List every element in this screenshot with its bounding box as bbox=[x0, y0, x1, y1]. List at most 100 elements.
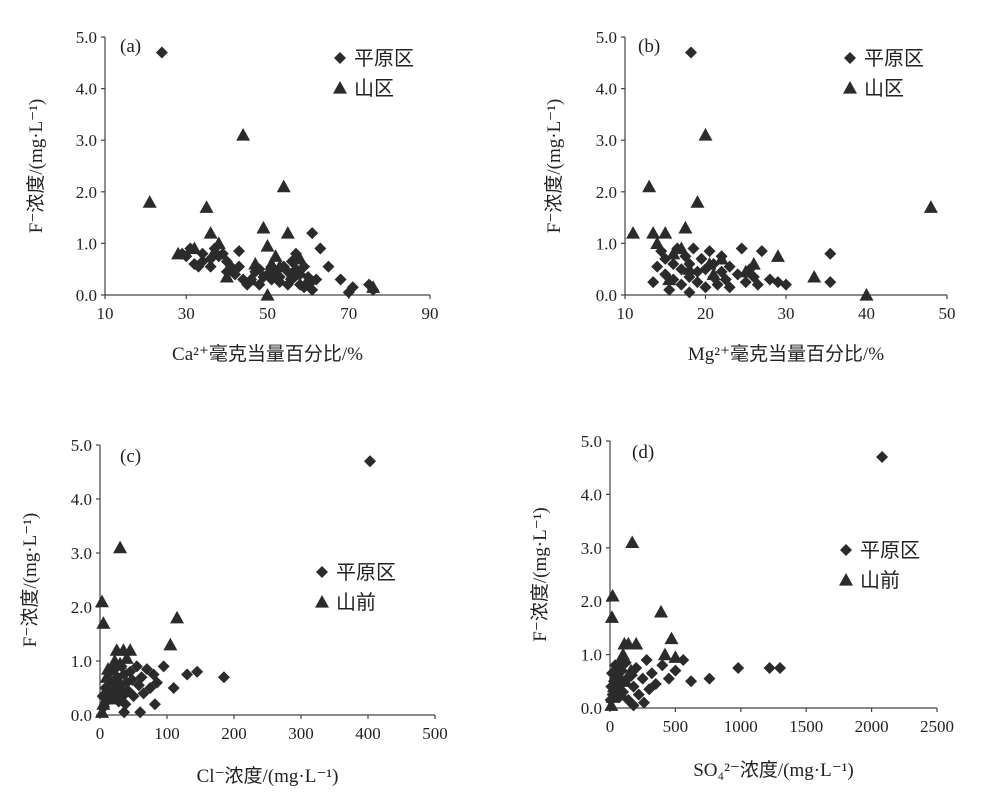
data-point-triangle bbox=[923, 200, 938, 213]
x-tick-label: 300 bbox=[288, 724, 314, 743]
data-point-triangle bbox=[223, 262, 238, 275]
data-point-triangle bbox=[171, 246, 186, 260]
data-point-triangle bbox=[606, 679, 621, 693]
data-point-triangle bbox=[664, 631, 679, 645]
data-point-diamond bbox=[334, 273, 347, 286]
y-axis-label: F⁻浓度/(mg·L⁻¹) bbox=[19, 513, 41, 647]
data-point-triangle bbox=[604, 610, 619, 623]
x-tick-label: 2000 bbox=[855, 717, 889, 736]
y-tick-label: 4.0 bbox=[71, 490, 92, 509]
y-tick-label: 0.0 bbox=[596, 286, 617, 305]
y-tick-label: 4.0 bbox=[76, 80, 97, 99]
legend-triangle-icon bbox=[315, 595, 329, 608]
data-point-triangle bbox=[284, 267, 299, 280]
data-point-diamond bbox=[140, 663, 153, 676]
data-point-triangle bbox=[187, 241, 202, 255]
legend-label: 山前 bbox=[860, 568, 900, 592]
data-point-triangle bbox=[608, 668, 623, 682]
x-tick-label: 30 bbox=[178, 304, 195, 323]
data-point-triangle bbox=[293, 251, 307, 265]
x-tick-label: 0 bbox=[606, 717, 615, 736]
x-tick-label: 90 bbox=[422, 304, 439, 323]
chart-panel-1: 10 30 50 70 90 0.0 1.0 2.0 3.0 4.0 5.0 Ca²⁺毫克当量百分比/… bbox=[25, 28, 439, 365]
legend-label: 山区 bbox=[864, 76, 904, 100]
data-point-diamond bbox=[651, 260, 664, 273]
data-point-diamond bbox=[723, 281, 736, 294]
y-tick-label: 2.0 bbox=[71, 598, 92, 617]
data-point-triangle bbox=[260, 238, 275, 252]
data-point-triangle bbox=[629, 636, 644, 650]
x-axis-label: Ca²⁺毫克当量百分比/% bbox=[172, 343, 363, 365]
y-tick-label: 3.0 bbox=[596, 131, 617, 150]
y-tick-label: 4.0 bbox=[596, 80, 617, 99]
data-point-diamond bbox=[306, 227, 319, 240]
data-point-diamond bbox=[314, 242, 327, 255]
x-tick-label: 1500 bbox=[789, 717, 823, 736]
y-tick-label: 1.0 bbox=[76, 234, 97, 253]
x-tick-label: 0 bbox=[96, 724, 105, 743]
data-point-triangle bbox=[301, 272, 316, 286]
data-point-triangle bbox=[272, 259, 287, 273]
data-point-triangle bbox=[626, 226, 641, 239]
data-point-triangle bbox=[668, 650, 683, 663]
data-point-triangle bbox=[96, 616, 111, 629]
data-point-triangle bbox=[99, 670, 114, 683]
x-tick-label: 100 bbox=[154, 724, 180, 743]
data-point-triangle bbox=[807, 269, 822, 283]
data-point-triangle bbox=[690, 195, 705, 208]
data-point-diamond bbox=[739, 276, 752, 289]
data-point-triangle bbox=[96, 697, 111, 710]
data-point-triangle bbox=[657, 647, 672, 661]
data-point-diamond bbox=[181, 668, 194, 681]
y-tick-label: 1.0 bbox=[596, 234, 617, 253]
data-point-triangle bbox=[366, 280, 381, 293]
legend-label: 平原区 bbox=[336, 560, 396, 584]
panel-label: (c) bbox=[120, 446, 141, 467]
data-point-triangle bbox=[674, 241, 689, 255]
y-tick-label: 2.0 bbox=[596, 183, 617, 202]
data-point-triangle bbox=[111, 672, 126, 686]
x-tick-label: 400 bbox=[355, 724, 381, 743]
data-point-triangle bbox=[605, 588, 620, 602]
data-point-diamond bbox=[137, 687, 150, 700]
x-tick-label: 1000 bbox=[724, 717, 758, 736]
data-point-triangle bbox=[106, 691, 121, 705]
legend-triangle-icon bbox=[333, 81, 347, 94]
data-point-triangle bbox=[219, 269, 234, 283]
data-point-triangle bbox=[650, 236, 665, 249]
data-point-diamond bbox=[643, 683, 656, 696]
data-point-diamond bbox=[699, 281, 712, 294]
data-point-diamond bbox=[685, 675, 698, 688]
x-axis-label: Cl⁻浓度/(mg·L⁻¹) bbox=[197, 765, 339, 787]
data-point-diamond bbox=[824, 276, 837, 289]
data-point-diamond bbox=[774, 661, 787, 674]
y-tick-label: 2.0 bbox=[581, 592, 602, 611]
data-point-triangle bbox=[260, 288, 275, 301]
x-tick-label: 500 bbox=[422, 724, 448, 743]
data-point-triangle bbox=[264, 257, 279, 270]
legend-label: 平原区 bbox=[354, 46, 414, 70]
data-point-triangle bbox=[604, 698, 619, 711]
data-point-diamond bbox=[763, 661, 776, 674]
data-point-diamond bbox=[691, 276, 704, 289]
data-point-diamond bbox=[735, 242, 748, 255]
data-point-triangle bbox=[119, 651, 134, 664]
data-point-diamond bbox=[134, 706, 147, 719]
chart-panel-2: 10 20 30 40 50 0.0 1.0 2.0 3.0 4.0 5.0 Mg²⁺毫克当量百分比/… bbox=[543, 28, 956, 365]
data-point-diamond bbox=[167, 682, 180, 694]
data-point-diamond bbox=[667, 258, 680, 271]
data-point-diamond bbox=[196, 247, 209, 260]
y-tick-label: 3.0 bbox=[581, 539, 602, 558]
legend-label: 平原区 bbox=[860, 538, 920, 562]
data-point-triangle bbox=[203, 226, 218, 239]
data-point-triangle bbox=[101, 662, 116, 675]
data-point-diamond bbox=[677, 653, 690, 666]
data-point-diamond bbox=[656, 659, 669, 672]
data-point-diamond bbox=[703, 245, 716, 258]
data-point-triangle bbox=[244, 272, 259, 286]
x-tick-label: 50 bbox=[939, 304, 956, 323]
data-point-diamond bbox=[683, 286, 696, 299]
data-point-diamond bbox=[685, 46, 698, 59]
data-point-triangle bbox=[613, 684, 628, 698]
x-tick-label: 50 bbox=[259, 304, 276, 323]
